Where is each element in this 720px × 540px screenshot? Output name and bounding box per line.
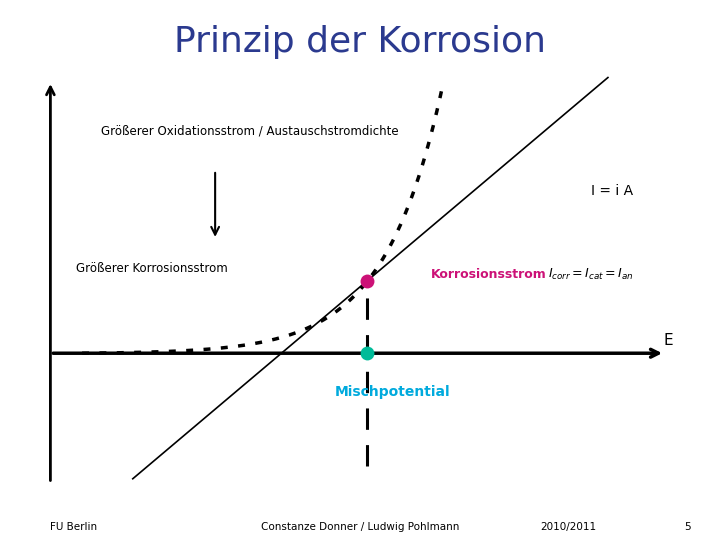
Text: Größerer Korrosionsstrom: Größerer Korrosionsstrom <box>76 262 228 275</box>
Text: I = i A: I = i A <box>591 184 634 198</box>
Text: Constanze Donner / Ludwig Pohlmann: Constanze Donner / Ludwig Pohlmann <box>261 522 459 532</box>
Text: 5: 5 <box>685 522 691 532</box>
Text: 2010/2011: 2010/2011 <box>540 522 596 532</box>
Text: E: E <box>663 333 673 348</box>
Text: $I_{corr}=I_{cat}=I_{an}$: $I_{corr}=I_{cat}=I_{an}$ <box>548 267 634 282</box>
Text: Korrosionsstrom: Korrosionsstrom <box>431 268 546 281</box>
Text: Größerer Oxidationsstrom / Austauschstromdichte: Größerer Oxidationsstrom / Austauschstro… <box>101 125 399 138</box>
Text: FU Berlin: FU Berlin <box>50 522 97 532</box>
Text: Mischpotential: Mischpotential <box>335 384 450 399</box>
Text: Prinzip der Korrosion: Prinzip der Korrosion <box>174 25 546 59</box>
